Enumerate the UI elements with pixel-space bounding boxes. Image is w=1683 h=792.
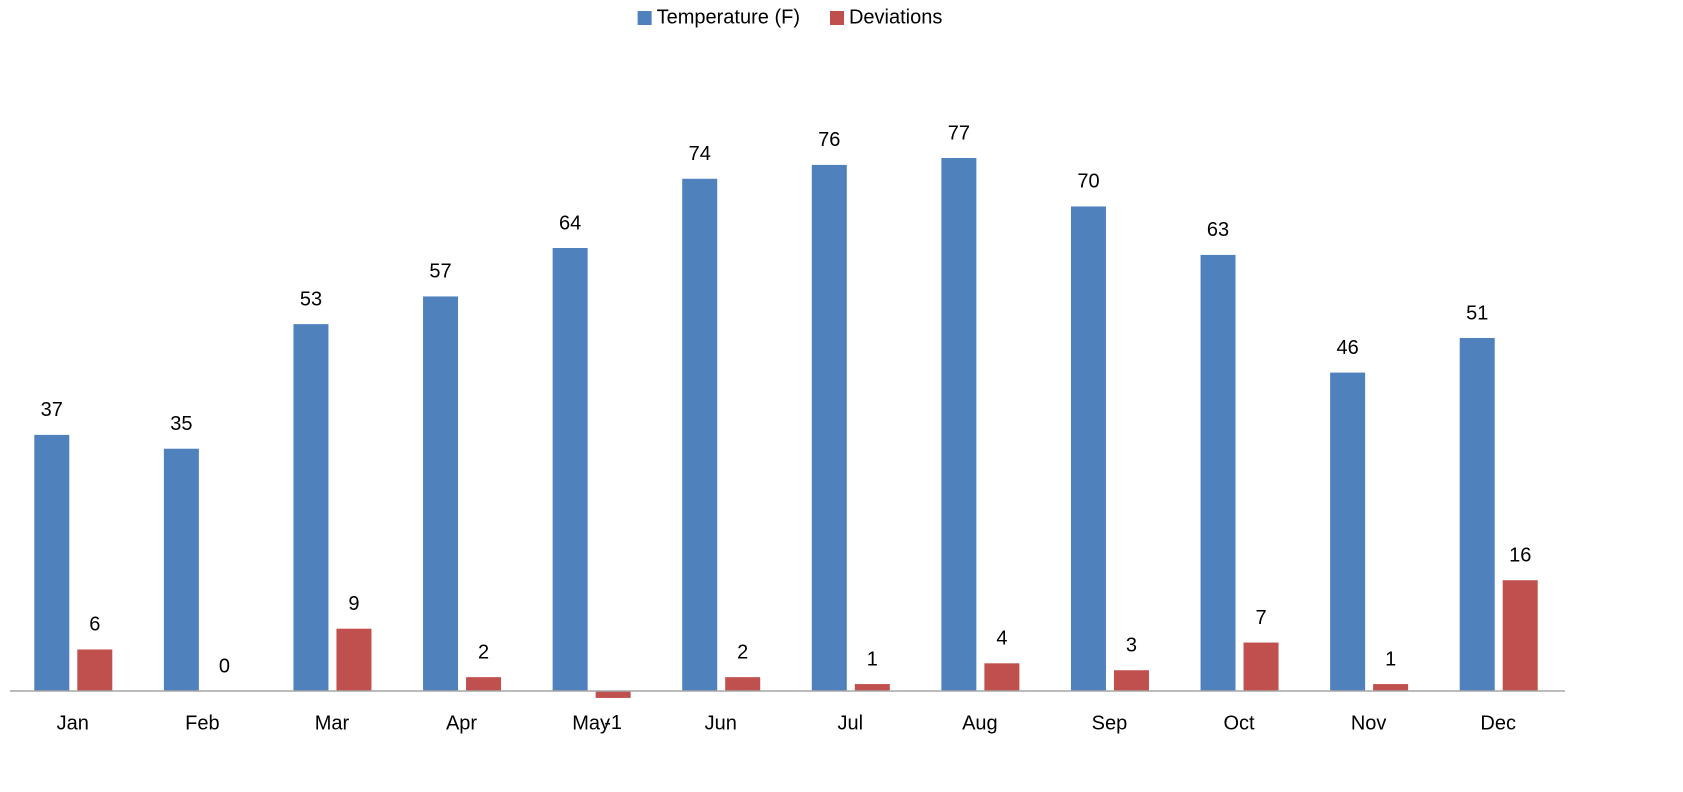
legend-label: Deviations: [849, 6, 942, 28]
bar: [682, 178, 718, 691]
x-tick-label: Sep: [1092, 712, 1128, 734]
bar: [854, 684, 890, 691]
bar: [1113, 670, 1149, 691]
data-label: 37: [41, 399, 63, 421]
data-label: 2: [478, 641, 489, 663]
data-label: 64: [559, 212, 581, 234]
bar: [811, 164, 847, 692]
data-label: 7: [1255, 607, 1266, 629]
x-tick-label: Apr: [446, 712, 477, 734]
data-label: 53: [300, 288, 322, 310]
legend: Temperature (F) Deviations: [637, 6, 942, 28]
bar: [1459, 337, 1495, 691]
x-tick-label: Feb: [185, 712, 219, 734]
data-label: 9: [348, 593, 359, 615]
bar: [336, 628, 372, 691]
bar: [552, 247, 588, 692]
x-tick-label: Dec: [1480, 712, 1516, 734]
x-tick-label: Oct: [1223, 712, 1255, 734]
data-label: 2: [737, 641, 748, 663]
data-label: 0: [219, 655, 230, 677]
data-label: 1: [867, 648, 878, 670]
bar: [595, 691, 631, 698]
bar: [1200, 254, 1236, 691]
data-label: 57: [429, 261, 451, 283]
data-label: 46: [1337, 337, 1359, 359]
bar: [34, 434, 70, 691]
x-tick-label: Nov: [1351, 712, 1387, 734]
bar: [1070, 206, 1106, 692]
bar: [1330, 372, 1366, 691]
data-label: 1: [1385, 648, 1396, 670]
data-label: 74: [689, 143, 711, 165]
legend-swatch: [829, 11, 844, 25]
bar: [1373, 684, 1409, 691]
data-label: -1: [604, 712, 622, 734]
x-tick-label: Jun: [705, 712, 737, 734]
bar: [941, 158, 977, 691]
data-label: 16: [1509, 545, 1531, 567]
data-label: 51: [1466, 302, 1488, 324]
bar: [984, 663, 1020, 691]
data-label: 3: [1126, 635, 1137, 657]
legend-swatch: [637, 11, 652, 25]
bar: [1502, 580, 1538, 691]
x-tick-label: Jan: [57, 712, 89, 734]
bar: [163, 448, 199, 691]
legend-label: Temperature (F): [657, 6, 800, 28]
x-tick-label: May: [572, 712, 610, 734]
data-label: 70: [1077, 171, 1099, 193]
data-label: 76: [818, 129, 840, 151]
data-label: 77: [948, 122, 970, 144]
bar: [466, 677, 502, 691]
data-label: 35: [170, 413, 192, 435]
data-label: 4: [996, 628, 1007, 650]
data-label: 6: [89, 614, 100, 636]
bar: [423, 296, 459, 691]
bar: [293, 324, 329, 691]
x-tick-label: Jul: [838, 712, 864, 734]
bar: [77, 649, 113, 691]
x-tick-label: Mar: [315, 712, 350, 734]
bar: [1243, 642, 1279, 691]
bar: [725, 677, 761, 691]
data-label: 63: [1207, 219, 1229, 241]
x-tick-label: Aug: [962, 712, 998, 734]
